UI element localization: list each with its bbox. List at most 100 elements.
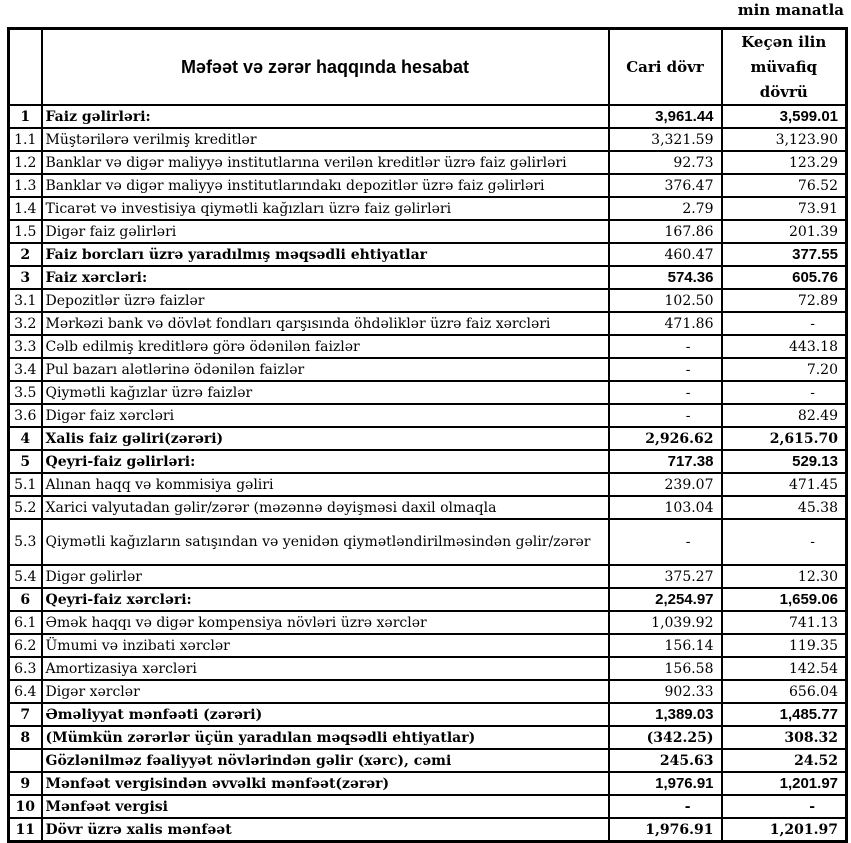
current-value-cell: - xyxy=(607,518,723,567)
previous-value-cell: - xyxy=(720,311,848,337)
table-row: 3.3 Cəlb edilmiş kreditlərə görə ödənilən… xyxy=(7,334,848,360)
row-number-cell: 5.1 xyxy=(7,472,43,498)
current-value-cell: - xyxy=(607,380,723,406)
row-label-cell: Ticarət və investisiya qiymətli kağızlar… xyxy=(40,196,610,222)
previous-value-cell: 45.38 xyxy=(720,495,848,521)
previous-value-cell: 76.52 xyxy=(720,173,848,199)
row-label-cell: Əməliyyat mənfəəti (zərəri) xyxy=(40,702,610,728)
table-body: 1 Faiz gəlirləri: 3,961.44 3,599.01 1.1 Müştə… xyxy=(7,104,848,843)
previous-value-cell: 12.30 xyxy=(720,564,848,590)
row-label-cell: (Mümkün zərərlər üçün yaradılan məqsədli… xyxy=(40,725,610,751)
previous-value-cell: 443.18 xyxy=(720,334,848,360)
table-row: 3.1 Depozitlər üzrə faizlər 102.50 72.89 xyxy=(7,288,848,314)
row-number-cell: 1 xyxy=(7,104,43,130)
current-value-cell: 1,389.03 xyxy=(607,702,723,728)
previous-value-cell: 119.35 xyxy=(720,633,848,659)
current-value-cell: 375.27 xyxy=(607,564,723,590)
row-label-cell: Amortizasiya xərcləri xyxy=(40,656,610,682)
table-row: 3.4 Pul bazarı alətlərinə ödənilən faizlə… xyxy=(7,357,848,383)
row-number-cell: 2 xyxy=(7,242,43,268)
row-label-cell: Qeyri-faiz xərcləri: xyxy=(40,587,610,613)
column-header-previous-period: Keçən ilin müvafiq dövrü xyxy=(720,27,848,107)
current-value-cell: 1,039.92 xyxy=(607,610,723,636)
row-label-cell: Pul bazarı alətlərinə ödənilən faizlər xyxy=(40,357,610,383)
row-label-cell: Gözlənilməz fəaliyyət növlərindən gəlir … xyxy=(40,748,610,774)
previous-value-cell: 82.49 xyxy=(720,403,848,429)
row-number-cell: 6.1 xyxy=(7,610,43,636)
row-label-cell: Mənfəət vergisi xyxy=(40,794,610,820)
row-number-cell: 11 xyxy=(7,817,43,843)
row-label-cell: Müştərilərə verilmiş kreditlər xyxy=(40,127,610,153)
current-value-cell: (342.25) xyxy=(607,725,723,751)
row-number-cell: 5 xyxy=(7,449,43,475)
table-row: 4 Xalis faiz gəliri(zərəri) 2,926.62 2,615.… xyxy=(7,426,848,452)
row-label-cell: Banklar və digər maliyyə institutlarında… xyxy=(40,173,610,199)
current-value-cell: - xyxy=(607,334,723,360)
previous-value-cell: 529.13 xyxy=(720,449,848,475)
row-number-cell: 8 xyxy=(7,725,43,751)
previous-value-cell: 3,599.01 xyxy=(720,104,848,130)
row-number-cell: 3.4 xyxy=(7,357,43,383)
row-label-cell: Digər gəlirlər xyxy=(40,564,610,590)
row-number-cell: 1.1 xyxy=(7,127,43,153)
current-value-cell: 471.86 xyxy=(607,311,723,337)
previous-value-cell: 1,201.97 xyxy=(720,771,848,797)
table-row: 5.2 Xarici valyutadan gəlir/zərər (məzənn… xyxy=(7,495,848,521)
row-number-cell: 5.4 xyxy=(7,564,43,590)
row-number-cell: 3.3 xyxy=(7,334,43,360)
row-label-cell: Digər xərclər xyxy=(40,679,610,705)
row-label-cell: Faiz xərcləri: xyxy=(40,265,610,291)
row-label-cell: Qiymətli kağızlar üzrə faizlər xyxy=(40,380,610,406)
table-row: 5.1 Alınan haqq və kommisiya gəliri 239.07… xyxy=(7,472,848,498)
current-value-cell: - xyxy=(607,794,723,820)
row-number-cell xyxy=(7,748,43,774)
table-row: 6.3 Amortizasiya xərcləri 156.58 142.54 xyxy=(7,656,848,682)
row-number-cell: 4 xyxy=(7,426,43,452)
row-number-cell: 6.4 xyxy=(7,679,43,705)
previous-value-cell: 142.54 xyxy=(720,656,848,682)
previous-value-cell: 656.04 xyxy=(720,679,848,705)
row-number-cell: 3 xyxy=(7,265,43,291)
table-row: 6 Qeyri-faiz xərcləri: 2,254.97 1,659.06 xyxy=(7,587,848,613)
row-number-cell: 1.2 xyxy=(7,150,43,176)
table-row: 2 Faiz borcları üzrə yaradılmış məqsədli … xyxy=(7,242,848,268)
table-row: 9 Mənfəət vergisindən əvvəlki mənfəət(zər… xyxy=(7,771,848,797)
current-value-cell: 103.04 xyxy=(607,495,723,521)
current-value-cell: 902.33 xyxy=(607,679,723,705)
row-number-cell: 3.5 xyxy=(7,380,43,406)
current-value-cell: 102.50 xyxy=(607,288,723,314)
previous-value-cell: 741.13 xyxy=(720,610,848,636)
previous-value-cell: 2,615.70 xyxy=(720,426,848,452)
row-label-cell: Dövr üzrə xalis mənfəət xyxy=(40,817,610,843)
row-number-cell: 9 xyxy=(7,771,43,797)
row-number-cell: 6.3 xyxy=(7,656,43,682)
current-value-cell: 167.86 xyxy=(607,219,723,245)
previous-value-cell: 1,659.06 xyxy=(720,587,848,613)
current-value-cell: 245.63 xyxy=(607,748,723,774)
row-label-cell: Depozitlər üzrə faizlər xyxy=(40,288,610,314)
table-row: 11 Dövr üzrə xalis mənfəət 1,976.91 1,201.9… xyxy=(7,817,848,843)
table-row: 3 Faiz xərcləri: 574.36 605.76 xyxy=(7,265,848,291)
unit-note: min manatla xyxy=(737,1,844,19)
current-value-cell: 156.58 xyxy=(607,656,723,682)
current-value-cell: 460.47 xyxy=(607,242,723,268)
previous-value-cell: 605.76 xyxy=(720,265,848,291)
previous-value-cell: 123.29 xyxy=(720,150,848,176)
row-number-cell: 6 xyxy=(7,587,43,613)
current-value-cell: 376.47 xyxy=(607,173,723,199)
table-title: Məfəət və zərər haqqında hesabat xyxy=(40,27,610,107)
table-row: 8 (Mümkün zərərlər üçün yaradılan məqsədl… xyxy=(7,725,848,751)
table-row: 3.5 Qiymətli kağızlar üzrə faizlər - - xyxy=(7,380,848,406)
previous-value-cell: - xyxy=(720,518,848,567)
current-value-cell: 717.38 xyxy=(607,449,723,475)
table-row: 3.2 Mərkəzi bank və dövlət fondları qarşı… xyxy=(7,311,848,337)
row-label-cell: Qeyri-faiz gəlirləri: xyxy=(40,449,610,475)
current-value-cell: 2.79 xyxy=(607,196,723,222)
row-label-cell: Digər faiz xərcləri xyxy=(40,403,610,429)
row-label-cell: Əmək haqqı və digər kompensiya növləri ü… xyxy=(40,610,610,636)
current-value-cell: - xyxy=(607,357,723,383)
row-label-cell: Faiz gəlirləri: xyxy=(40,104,610,130)
table-header-row: Məfəət və zərər haqqında hesabat Cari dö… xyxy=(7,27,848,107)
current-value-cell: 1,976.91 xyxy=(607,771,723,797)
previous-value-cell: 1,201.97 xyxy=(720,817,848,843)
